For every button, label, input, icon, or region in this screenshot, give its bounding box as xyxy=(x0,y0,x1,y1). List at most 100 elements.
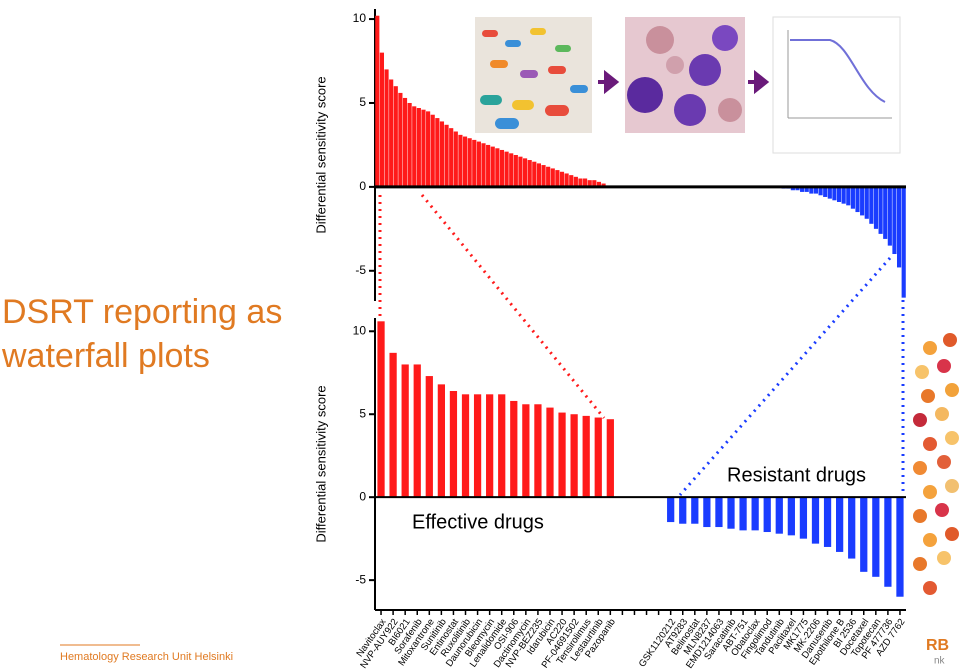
bar xyxy=(751,497,759,531)
bar xyxy=(437,384,445,498)
logo-fragment: RB xyxy=(926,637,949,654)
cells xyxy=(627,25,742,126)
bar xyxy=(804,186,809,192)
dose-curve-image xyxy=(772,16,901,154)
bar xyxy=(667,497,675,523)
bar xyxy=(522,158,528,187)
bar xyxy=(795,186,800,191)
bar xyxy=(809,186,814,194)
bar xyxy=(393,86,398,187)
bar xyxy=(841,186,846,204)
bar xyxy=(416,108,421,187)
bar xyxy=(486,144,491,187)
bar xyxy=(504,151,509,187)
bar xyxy=(896,497,904,597)
y-axis-title: Differential sensitivity score xyxy=(313,385,328,542)
bar xyxy=(498,394,506,498)
y-tick-label: -5 xyxy=(355,263,366,277)
bar xyxy=(887,186,892,246)
bar xyxy=(546,166,551,187)
bar xyxy=(534,404,542,498)
bar xyxy=(790,186,795,191)
bar xyxy=(398,92,403,187)
annotation: Effective drugs xyxy=(412,511,544,533)
bar xyxy=(458,134,463,187)
bar xyxy=(811,497,820,544)
bar xyxy=(569,175,574,187)
bar xyxy=(384,69,389,187)
bar xyxy=(449,391,458,498)
bar xyxy=(860,186,865,216)
bar xyxy=(430,114,435,187)
bar xyxy=(412,106,417,187)
bar xyxy=(799,497,808,539)
dose-curve xyxy=(790,39,886,103)
bar xyxy=(570,414,578,498)
bar xyxy=(869,186,874,224)
bar xyxy=(513,155,518,187)
bar xyxy=(536,163,541,187)
bar xyxy=(546,407,554,498)
bar xyxy=(555,170,560,187)
bar xyxy=(846,186,851,206)
y-tick-label: -5 xyxy=(355,572,366,586)
bar xyxy=(510,400,518,498)
bar xyxy=(467,138,472,187)
slide-title-line: waterfall plots xyxy=(1,337,210,375)
bar xyxy=(413,364,421,498)
bar xyxy=(823,497,832,547)
bar xyxy=(884,497,892,587)
bar xyxy=(541,165,546,187)
bar xyxy=(836,186,842,202)
bar xyxy=(402,97,408,187)
connector xyxy=(678,257,892,496)
bar xyxy=(892,186,897,255)
y-tick-label: 5 xyxy=(359,95,366,109)
bar xyxy=(855,186,860,213)
bar xyxy=(449,128,454,187)
bar xyxy=(495,148,500,187)
bar xyxy=(901,186,906,298)
bar xyxy=(832,186,837,201)
connector xyxy=(420,194,606,419)
bar xyxy=(476,141,481,187)
y-tick-label: 0 xyxy=(359,179,366,193)
y-tick-label: 5 xyxy=(359,406,366,420)
footer: Hematology Research Unit Helsinki xyxy=(60,651,233,663)
bar xyxy=(878,186,883,234)
bar xyxy=(527,160,532,187)
bar xyxy=(453,131,458,187)
bar xyxy=(564,173,569,187)
bar xyxy=(532,161,537,187)
bar xyxy=(573,176,578,187)
bar xyxy=(883,186,888,239)
bar xyxy=(739,497,747,531)
bar xyxy=(435,118,440,187)
bar xyxy=(518,156,523,187)
bar xyxy=(490,146,495,187)
bar xyxy=(421,109,426,187)
bar xyxy=(703,497,711,528)
bar xyxy=(691,497,699,524)
bar xyxy=(583,178,588,187)
bar xyxy=(559,171,565,187)
bar xyxy=(873,186,879,229)
bar xyxy=(509,153,514,187)
bar xyxy=(800,186,805,192)
arrow xyxy=(598,69,620,95)
bar xyxy=(775,497,783,534)
bar xyxy=(379,52,385,187)
bar xyxy=(823,186,828,197)
bar xyxy=(587,180,592,187)
bar xyxy=(592,180,597,187)
bar xyxy=(461,394,470,498)
bar xyxy=(473,394,482,498)
decoration-dots xyxy=(913,333,959,595)
bar xyxy=(872,497,880,577)
bar xyxy=(401,364,409,498)
y-axis-title: Differential sensitivity score xyxy=(313,76,328,233)
bar xyxy=(850,186,855,209)
bar xyxy=(848,497,856,559)
